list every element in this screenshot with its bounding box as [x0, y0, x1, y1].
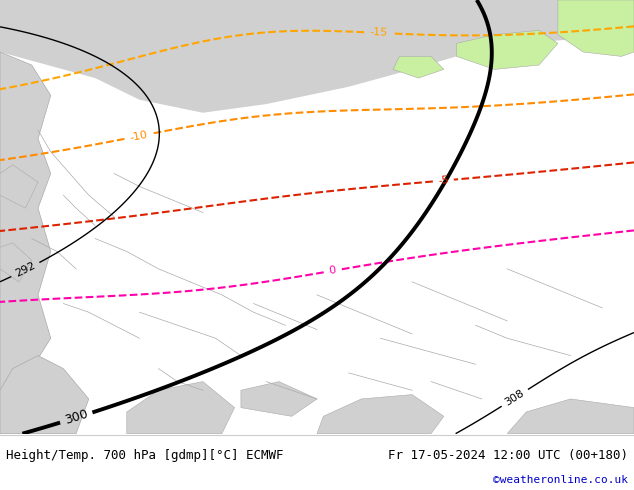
Polygon shape	[558, 0, 634, 56]
Text: 0: 0	[328, 266, 337, 276]
Polygon shape	[241, 382, 317, 416]
Polygon shape	[0, 52, 51, 390]
Polygon shape	[0, 165, 38, 208]
Polygon shape	[317, 394, 444, 434]
Polygon shape	[393, 56, 444, 78]
Polygon shape	[456, 30, 558, 70]
Text: 292: 292	[13, 261, 37, 279]
Text: 308: 308	[503, 388, 526, 408]
Polygon shape	[0, 0, 634, 113]
Text: 300: 300	[63, 408, 89, 427]
Polygon shape	[0, 356, 89, 434]
Polygon shape	[507, 399, 634, 434]
Polygon shape	[0, 243, 32, 282]
Text: ©weatheronline.co.uk: ©weatheronline.co.uk	[493, 475, 628, 485]
Text: Fr 17-05-2024 12:00 UTC (00+180): Fr 17-05-2024 12:00 UTC (00+180)	[387, 448, 628, 462]
Text: Height/Temp. 700 hPa [gdmp][°C] ECMWF: Height/Temp. 700 hPa [gdmp][°C] ECMWF	[6, 448, 284, 462]
Polygon shape	[127, 382, 235, 434]
Text: -5: -5	[437, 175, 450, 186]
Text: -10: -10	[129, 129, 148, 143]
Text: -15: -15	[369, 27, 387, 38]
